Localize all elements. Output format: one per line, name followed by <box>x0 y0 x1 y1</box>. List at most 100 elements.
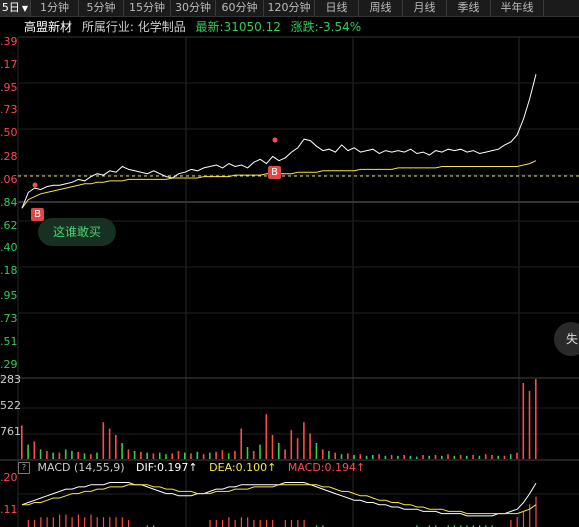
buy-marker-badge[interactable]: B <box>31 208 44 221</box>
macd-bar <box>253 519 255 527</box>
volume-bar <box>64 449 67 459</box>
macd-bar <box>215 519 217 527</box>
macd-bar <box>460 525 462 527</box>
tab-0[interactable]: 5日 ▼ <box>0 0 31 16</box>
industry-label: 所属行业: 化学制品 <box>81 20 186 34</box>
axis-label: .95 <box>0 289 18 302</box>
tab-label: 周线 <box>369 1 392 14</box>
buy-marker-badge[interactable]: B <box>268 166 281 179</box>
volume-bar <box>71 451 73 459</box>
volume-bar <box>516 452 518 459</box>
volume-bar <box>77 451 79 459</box>
volume-bar <box>453 455 456 459</box>
tab-11[interactable]: 半年线 <box>491 0 544 16</box>
stock-info-bar: 高盟新材 所属行业: 化学制品 最新:31050.12 涨跌:-3.54% <box>0 17 579 37</box>
macd-bar <box>510 519 512 527</box>
chart-grid <box>0 36 579 527</box>
chevron-down-icon[interactable]: ▼ <box>21 4 29 13</box>
tab-label: 季线 <box>457 1 480 14</box>
volume-bar <box>215 451 217 459</box>
axis-label: .73 <box>0 103 18 116</box>
volume-bar <box>96 452 98 459</box>
volume-bar <box>184 452 186 459</box>
volume-bar <box>535 379 537 459</box>
volume-bar <box>522 383 525 459</box>
volume-bar <box>234 451 236 459</box>
volume-bar <box>240 428 242 459</box>
volume-bar <box>152 453 155 459</box>
volume-bars <box>21 379 537 459</box>
volume-bar <box>108 428 111 459</box>
volume-bar <box>296 438 299 459</box>
macd-bar <box>33 519 36 527</box>
volume-bar <box>415 456 418 459</box>
tab-label: 120分钟 <box>267 1 311 14</box>
volume-bar <box>284 449 286 459</box>
tab-label: 日线 <box>325 1 348 14</box>
volume-bar <box>21 425 23 459</box>
macd-bar <box>59 514 61 527</box>
macd-bar <box>247 517 249 527</box>
tab-1[interactable]: 1分钟 <box>31 0 79 16</box>
macd-bar <box>52 517 54 527</box>
volume-bar <box>372 455 374 459</box>
volume-bar <box>428 455 430 459</box>
macd-bar <box>46 517 48 527</box>
volume-bar <box>265 414 268 459</box>
axis-label: .20 <box>0 471 18 484</box>
tab-9[interactable]: 月线 <box>403 0 447 16</box>
macd-title[interactable]: MACD (14,55,9) <box>37 461 125 474</box>
macd-bar <box>472 525 474 527</box>
volume-bar <box>478 455 481 459</box>
period-tabs: 5日 ▼ 1分钟 5分钟 15分钟 30分钟 60分钟 120分钟 日线 周线 月线 季线 半年线 <box>0 0 579 17</box>
high-marker-dot <box>272 137 278 143</box>
dif-line <box>21 482 537 517</box>
volume-bar <box>227 453 230 459</box>
volume-bar <box>434 455 437 459</box>
volume-bar <box>278 443 280 459</box>
volume-bar <box>271 435 274 459</box>
who-dares-buy-bubble[interactable]: 这谁敢买 <box>38 218 116 246</box>
tab-10[interactable]: 季线 <box>447 0 491 16</box>
stock-name[interactable]: 高盟新材 <box>24 20 73 34</box>
volume-bar <box>384 455 387 459</box>
tab-label: 5日 <box>1 1 20 14</box>
volume-bar <box>409 455 412 459</box>
tab-5[interactable]: 60分钟 <box>216 0 264 16</box>
tab-label: 半年线 <box>500 1 534 14</box>
volume-bar <box>121 443 123 459</box>
tab-4[interactable]: 30分钟 <box>171 0 216 16</box>
volume-bar <box>46 451 48 459</box>
tab-6[interactable]: 120分钟 <box>264 0 315 16</box>
tab-7[interactable]: 日线 <box>315 0 359 16</box>
volume-bar <box>39 449 42 459</box>
macd-bar <box>259 519 261 527</box>
macd-bar <box>316 525 318 527</box>
volume-bar <box>309 433 311 459</box>
volume-bar <box>328 451 330 459</box>
volume-bar <box>472 455 474 459</box>
tab-3[interactable]: 15分钟 <box>124 0 171 16</box>
axis-label: .84 <box>0 196 18 209</box>
macd-bar <box>209 519 211 527</box>
tab-label: 1分钟 <box>40 1 69 14</box>
side-floating-button[interactable]: 失 <box>554 322 579 356</box>
macd-bar <box>115 517 117 527</box>
macd-dea: DEA:0.100↑ <box>209 461 277 474</box>
axis-label: .62 <box>0 219 18 232</box>
macd-indicator-bar: ? MACD (14,55,9) DIF:0.197↑ DEA:0.100↑ M… <box>18 461 365 475</box>
macd-help-icon[interactable]: ? <box>18 462 30 474</box>
volume-bar <box>303 422 305 459</box>
macd-bar <box>466 525 468 527</box>
volume-bar <box>246 447 249 459</box>
volume-bar <box>133 451 136 459</box>
tab-2[interactable]: 5分钟 <box>79 0 124 16</box>
tab-8[interactable]: 周线 <box>359 0 403 16</box>
volume-bar <box>441 455 443 459</box>
macd-bar <box>128 519 130 527</box>
price-line <box>21 74 537 209</box>
volume-bar <box>466 455 468 459</box>
volume-bar <box>90 454 92 459</box>
volume-bar <box>221 450 224 459</box>
